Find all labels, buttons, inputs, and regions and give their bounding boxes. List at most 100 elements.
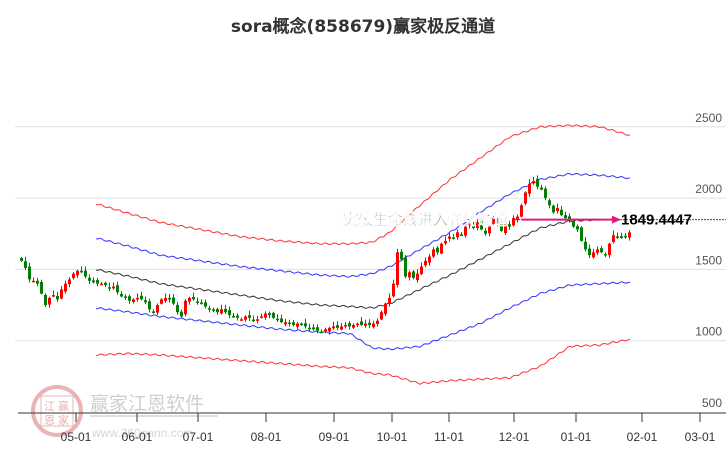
candle-down — [116, 285, 119, 293]
annotation: 突破生命线进入强势通道 1849.4447 — [343, 210, 726, 229]
candle-down — [548, 200, 551, 206]
candle-down — [208, 308, 211, 310]
candle-up — [416, 273, 419, 281]
candle-down — [84, 270, 87, 277]
candle-up — [184, 300, 187, 315]
candle-down — [248, 315, 251, 318]
candle-down — [508, 224, 511, 227]
candle-up — [100, 283, 103, 286]
candle-up — [220, 309, 223, 314]
candle-up — [420, 266, 423, 275]
y-tick-label: 1500 — [695, 253, 722, 267]
candle-up — [592, 252, 595, 258]
candle-down — [624, 235, 627, 238]
candle-up — [516, 216, 519, 220]
candle-up — [384, 303, 387, 314]
candle-down — [588, 248, 591, 256]
candle-down — [496, 218, 499, 224]
y-axis: 500 1000 1500 2000 2500 — [695, 111, 722, 410]
candle-up — [364, 323, 367, 326]
candle-down — [176, 304, 179, 313]
candle-down — [268, 313, 271, 316]
candle-up — [68, 279, 71, 285]
candle-down — [300, 323, 303, 326]
candle-up — [296, 323, 299, 327]
x-tick-label: 06-01 — [122, 430, 153, 444]
candle-up — [72, 273, 75, 279]
candle-up — [136, 297, 139, 300]
signal-annotation: 突破生命线进入强势通道 — [343, 211, 508, 229]
candle-down — [500, 222, 503, 231]
candle-down — [452, 237, 455, 239]
candle-down — [80, 270, 83, 273]
candle-down — [552, 205, 555, 213]
band-upper-inner — [95, 172, 630, 278]
candle-down — [564, 215, 567, 219]
x-tick-label: 03-01 — [685, 430, 716, 444]
channel-bands — [95, 124, 631, 385]
candle-down — [252, 319, 255, 322]
x-tick-label: 09-01 — [319, 430, 350, 444]
candle-down — [224, 308, 227, 313]
candle-up — [504, 223, 507, 234]
candle-down — [540, 187, 543, 190]
candle-down — [368, 322, 371, 326]
x-tick-label: 11-01 — [434, 430, 464, 444]
x-tick-label: 05-01 — [61, 430, 92, 444]
candle-down — [144, 300, 147, 303]
candle-down — [196, 301, 199, 303]
candle-up — [112, 286, 115, 289]
candle-up — [476, 222, 479, 229]
x-tick-label: 12-01 — [499, 430, 530, 444]
candle-up — [392, 283, 395, 297]
candle-up — [428, 256, 431, 263]
candle-down — [96, 280, 99, 284]
candle-down — [604, 253, 607, 256]
candle-up — [524, 192, 527, 204]
candle-down — [436, 247, 439, 253]
candle-down — [480, 220, 483, 230]
candle-up — [256, 319, 259, 321]
candle-up — [396, 252, 399, 285]
candle-up — [448, 236, 451, 239]
candle-down — [616, 236, 619, 238]
watermark-seal-char: 家 — [58, 413, 69, 427]
chart-title: sora概念(858679)赢家极反通道 — [230, 17, 496, 37]
candle-up — [444, 240, 447, 244]
candle-down — [104, 282, 107, 286]
x-axis: 05-01 06-01 07-01 08-01 09-01 10-01 11-01 12-01… — [18, 412, 726, 444]
candle-down — [400, 251, 403, 260]
watermark-seal-char: 恩 — [44, 414, 55, 427]
candle-down — [232, 315, 235, 318]
candle-up — [164, 297, 167, 302]
candle-up — [492, 218, 495, 225]
candle-down — [316, 327, 319, 331]
candle-down — [124, 296, 127, 298]
watermark-url: www.360gann.com — [91, 426, 193, 440]
candle-up — [388, 297, 391, 304]
candle-down — [192, 297, 195, 300]
candle-down — [348, 323, 351, 327]
candle-down — [140, 295, 143, 300]
candle-up — [612, 235, 615, 243]
band-upper-outer — [95, 124, 631, 246]
candle-down — [584, 241, 587, 250]
candle-down — [544, 188, 547, 199]
candle-down — [36, 280, 39, 284]
watermark-seal-char: 赢 — [58, 399, 69, 413]
candle-down — [288, 322, 291, 325]
candle-down — [472, 225, 475, 229]
candle-down — [276, 318, 279, 321]
candle-down — [320, 331, 323, 334]
candle-up — [60, 289, 63, 299]
x-tick-label: 02-01 — [627, 430, 658, 444]
candle-up — [240, 319, 243, 321]
candle-up — [344, 325, 347, 327]
candle-up — [512, 218, 515, 226]
candle-up — [468, 223, 471, 226]
candle-up — [244, 316, 247, 320]
candle-down — [336, 325, 339, 328]
watermark-brand: 赢家江恩软件 — [90, 393, 204, 415]
candle-up — [156, 305, 159, 313]
candle-down — [412, 271, 415, 278]
